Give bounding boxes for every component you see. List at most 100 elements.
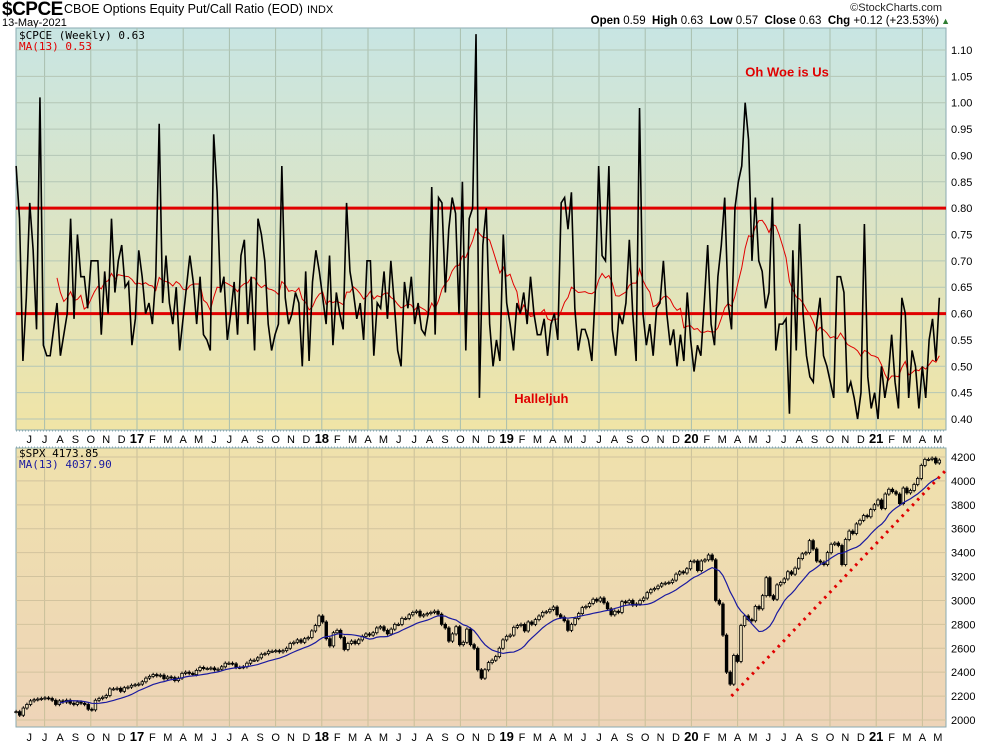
- spx-candle: [544, 611, 548, 614]
- spx-candle: [566, 620, 570, 631]
- y-tick-label: 0.55: [951, 335, 972, 347]
- spx-candle: [569, 623, 574, 631]
- x-tick-label: N: [287, 732, 295, 744]
- x-tick-label: M: [194, 732, 203, 744]
- spx-candle: [248, 659, 253, 664]
- spx-candle: [108, 688, 112, 696]
- x-tick-label: S: [257, 434, 264, 446]
- x-tick-label: M: [564, 434, 573, 446]
- spx-candle: [353, 640, 357, 644]
- spx-candle: [717, 600, 722, 605]
- x-tick-label: D: [118, 732, 126, 744]
- close-label: Close: [764, 15, 796, 27]
- y-tick-label: 0.80: [951, 203, 972, 215]
- x-tick-label: A: [241, 732, 249, 744]
- spx-candle: [681, 571, 685, 574]
- spx-candle: [43, 697, 47, 700]
- x-tick-label: 21: [869, 729, 883, 744]
- y-tick-label: 0.70: [951, 256, 972, 268]
- spx-candle: [641, 597, 646, 601]
- spx-candle: [274, 650, 278, 653]
- spx-candle: [771, 595, 776, 600]
- spx-candle: [714, 559, 718, 601]
- spx-candle: [778, 582, 783, 586]
- spx-candle: [483, 669, 487, 679]
- spx-candle: [144, 677, 148, 683]
- spx-candle: [872, 504, 877, 510]
- spx-candle: [847, 530, 851, 540]
- spx-candle: [72, 702, 76, 705]
- spx-candle: [357, 639, 361, 644]
- x-tick-label: S: [626, 434, 633, 446]
- spx-candle: [252, 659, 256, 662]
- spx-candle: [187, 671, 191, 674]
- x-tick-label: A: [364, 732, 372, 744]
- spx-candle: [450, 633, 455, 642]
- x-tick-label: S: [626, 732, 633, 744]
- spx-candle: [169, 676, 173, 679]
- y-tick-label: 0.75: [951, 230, 972, 242]
- spx-candle: [155, 674, 159, 677]
- x-tick-label: 17: [130, 729, 144, 744]
- spx-candle: [930, 457, 934, 460]
- spx-candle: [270, 650, 274, 653]
- spx-candle: [385, 629, 390, 635]
- spx-candle: [418, 610, 422, 617]
- spx-candle: [515, 625, 520, 628]
- spx-candle: [191, 672, 195, 675]
- x-tick-label: M: [533, 434, 542, 446]
- spx-candle: [288, 643, 292, 649]
- spx-candle: [115, 687, 119, 690]
- x-tick-label: J: [42, 732, 48, 744]
- spx-candle: [393, 623, 397, 630]
- spx-candle: [18, 711, 22, 716]
- y-tick-label: 2600: [951, 643, 975, 655]
- spx-candle: [137, 683, 141, 686]
- spx-candle: [302, 638, 307, 643]
- x-tick-label: O: [456, 434, 465, 446]
- y-tick-label: 2200: [951, 691, 975, 703]
- x-tick-label: J: [396, 732, 402, 744]
- spx-candle: [598, 597, 603, 602]
- spx-candle: [861, 515, 866, 521]
- x-tick-label: S: [257, 732, 264, 744]
- spx-candle: [421, 614, 426, 617]
- spx-candle: [194, 669, 199, 675]
- open-value: 0.59: [623, 15, 646, 27]
- spx-candle: [587, 603, 592, 607]
- x-tick-label: 19: [499, 729, 513, 744]
- spx-candle: [256, 657, 260, 661]
- x-tick-label: A: [364, 434, 372, 446]
- x-tick-label: A: [611, 434, 619, 446]
- y-tick-label: 3400: [951, 548, 975, 560]
- x-tick-label: N: [102, 434, 110, 446]
- x-tick-label: D: [302, 732, 310, 744]
- low-label: Low: [709, 15, 733, 27]
- y-tick-label: 0.60: [951, 309, 972, 321]
- y-tick-label: 0.90: [951, 150, 972, 162]
- x-tick-label: O: [826, 434, 835, 446]
- spx-candle: [234, 663, 238, 668]
- spx-candle: [649, 589, 653, 594]
- x-tick-label: M: [933, 732, 942, 744]
- x-tick-label: M: [379, 732, 388, 744]
- spx-candle: [36, 698, 40, 701]
- spx-candle: [750, 619, 754, 622]
- spx-candle: [894, 491, 898, 495]
- spx-candle: [465, 628, 469, 643]
- x-tick-label: N: [657, 732, 665, 744]
- y-tick-label: 0.40: [951, 414, 972, 426]
- spx-candle: [299, 639, 303, 643]
- spx-candle: [540, 612, 545, 617]
- spx-candle: [281, 650, 285, 653]
- spx-candle: [122, 687, 127, 692]
- y-tick-label: 1.00: [951, 98, 972, 110]
- spx-candle: [775, 584, 779, 600]
- spx-candle: [32, 699, 36, 702]
- spx-candle: [378, 626, 383, 629]
- y-tick-label: 4000: [951, 476, 975, 488]
- y-tick-label: 0.65: [951, 282, 972, 294]
- spx-candle: [367, 633, 372, 636]
- x-tick-label: D: [302, 434, 310, 446]
- x-tick-label: M: [163, 732, 172, 744]
